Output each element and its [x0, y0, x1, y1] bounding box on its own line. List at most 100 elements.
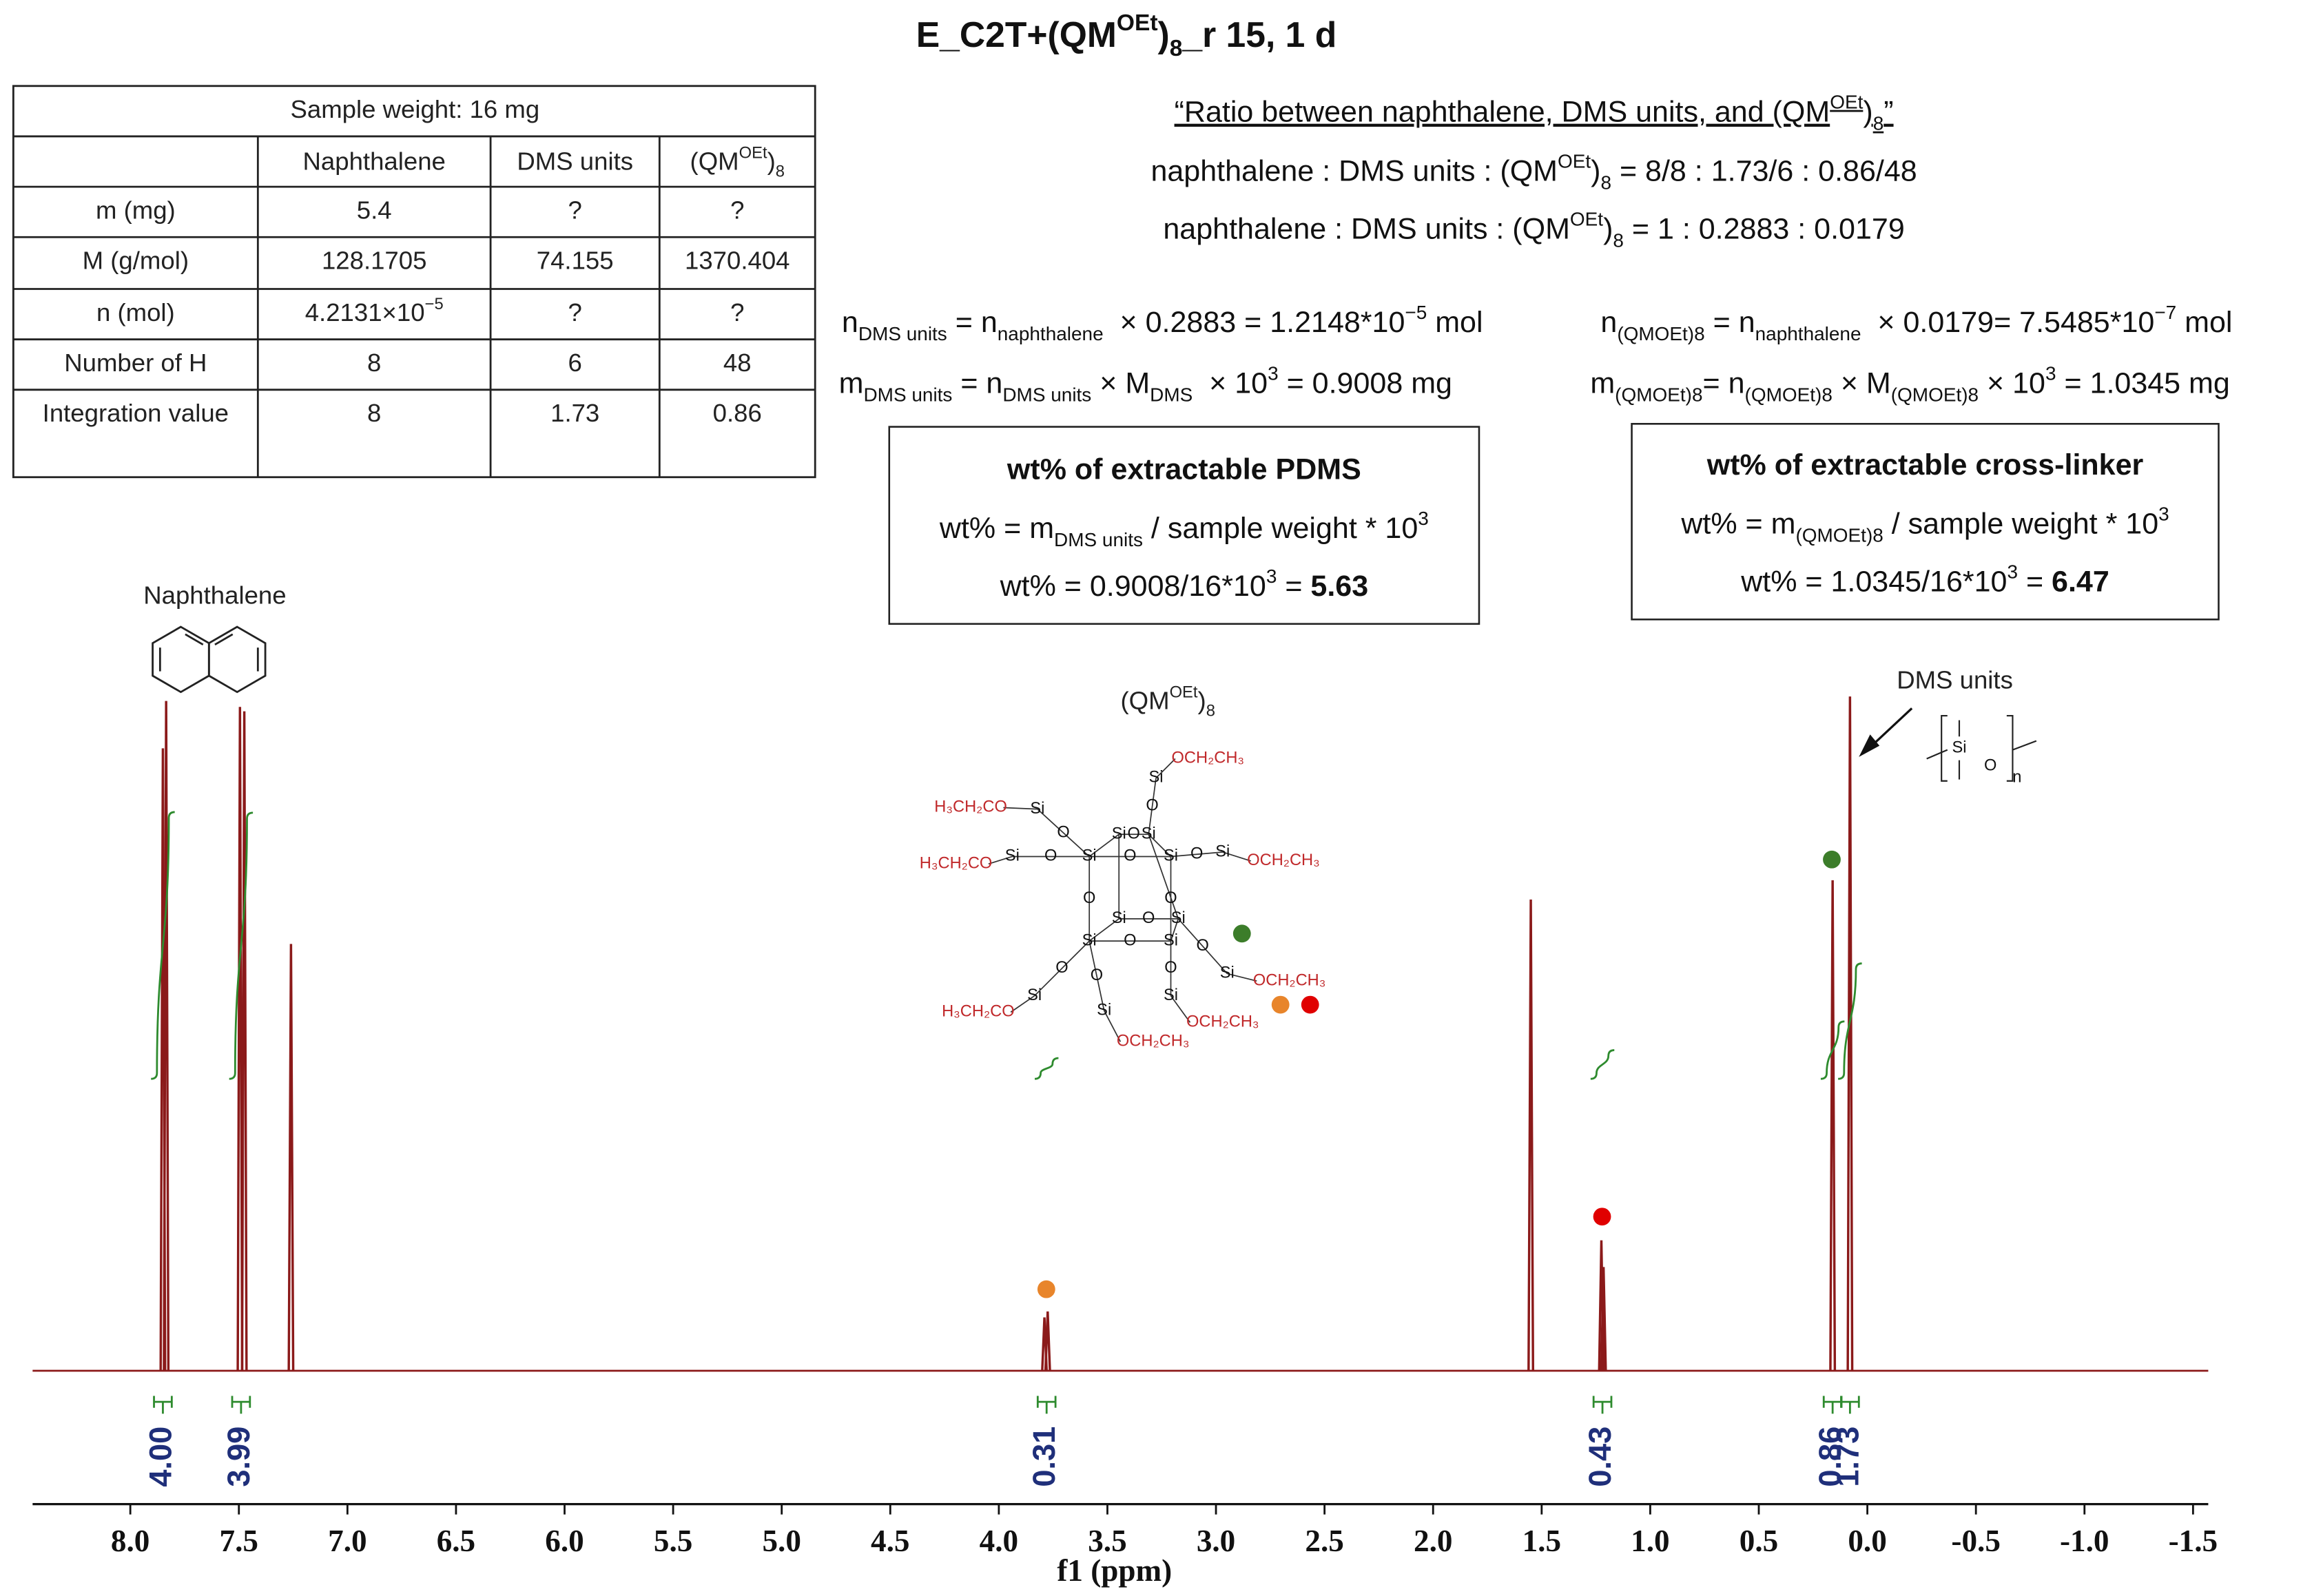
x-tick-label: 0.5	[1740, 1524, 1778, 1558]
text-run: “Ratio between naphthalene, DMS units, a…	[1175, 96, 1830, 129]
text-run: 4.2131×10	[305, 298, 425, 327]
integral-label: 0.31	[1026, 1427, 1062, 1487]
text-sub: 8	[1170, 36, 1183, 61]
x-tick-label: -1.0	[2060, 1524, 2109, 1558]
table-cell: 1.73	[550, 399, 599, 427]
peak	[287, 944, 295, 1371]
text-run: )	[1863, 96, 1872, 129]
text-run: wt% = 0.9008/16*10	[1000, 570, 1266, 603]
marker-ball	[1232, 924, 1251, 943]
text-run: (QM	[690, 147, 739, 175]
table-cell: ?	[730, 298, 744, 327]
integral-label: 0.43	[1582, 1427, 1618, 1487]
x-tick-label: 2.0	[1414, 1524, 1452, 1558]
table-cell: 128.1705	[322, 246, 427, 274]
bond	[1148, 833, 1179, 920]
annotation: Naphthalene	[143, 581, 286, 610]
text-run: wt% = 1.0345/16*10	[1740, 566, 2007, 599]
equation: nDMS units = nnaphthalene × 0.2883 = 1.2…	[842, 302, 1483, 344]
x-tick-label: 4.5	[871, 1524, 909, 1558]
table-cell: 0.86	[713, 399, 762, 427]
text-sup: OEt	[1830, 92, 1863, 113]
text-run: )	[1158, 14, 1170, 54]
integral-label: 1.73	[1830, 1427, 1865, 1487]
annotation: DMS units	[1897, 665, 2013, 694]
text-sup: 3	[2007, 561, 2018, 583]
atom-label: O	[1164, 959, 1177, 977]
x-tick-label: 6.0	[545, 1524, 584, 1558]
atom-label: Si	[1215, 842, 1230, 860]
table-cell: ?	[568, 196, 582, 224]
annotation: (QMOEt)8	[1120, 683, 1215, 721]
text-sup: −5	[1405, 302, 1427, 323]
table-border	[12, 85, 816, 479]
text-run: n	[1600, 307, 1617, 340]
text-run: = 1.0345 mg	[2056, 367, 2230, 400]
text-sup: 3	[1268, 362, 1279, 384]
atom-label: O	[1146, 797, 1158, 815]
atom-label: Si	[1097, 1001, 1111, 1019]
bond	[1037, 808, 1090, 858]
x-tick-label: -0.5	[1951, 1524, 2000, 1558]
atom-label: Si	[1112, 825, 1126, 842]
substituent: H₃CH₂CO	[920, 854, 993, 872]
text-sub: naphthalene	[998, 323, 1104, 344]
atom-label: Si	[1148, 769, 1163, 787]
box-title: wt% of extractable cross-linker	[1706, 448, 2144, 481]
text-b: 6.47	[2052, 566, 2109, 599]
text-sup: 3	[2158, 504, 2169, 525]
atom-label: O	[1984, 756, 1996, 774]
x-axis-label: f1 (ppm)	[1057, 1553, 1172, 1588]
atom-label: O	[1083, 889, 1095, 907]
table-cell: 1370.404	[685, 246, 790, 274]
marker-ball	[1301, 995, 1319, 1014]
text-run: =	[1277, 570, 1310, 603]
crosslinker-box	[1631, 423, 2220, 621]
equation: m(QMOEt)8= n(QMOEt)8 × M(QMOEt)8 × 103 =…	[1590, 362, 2230, 405]
marker-ball	[1593, 1208, 1611, 1226]
box-result: wt% = 0.9008/16*103 = 5.63	[1000, 566, 1369, 603]
equation: mDMS units = nDMS units × MDMS × 103 = 0…	[839, 362, 1452, 405]
text-sub: 8	[1206, 702, 1215, 721]
text-run: × 10	[1979, 367, 2045, 400]
substituent: OCH₂CH₃	[1117, 1033, 1190, 1050]
naphthalene-icon	[152, 625, 267, 694]
x-tick-label: 1.5	[1523, 1524, 1561, 1558]
text-run: m	[1590, 367, 1615, 400]
atom-label: Si	[1142, 825, 1156, 842]
integral-curve	[229, 811, 254, 1080]
text-run: E_C2T+(QM	[916, 14, 1117, 54]
peak	[236, 707, 244, 1371]
bond	[1003, 807, 1038, 810]
table-cell: ?	[568, 298, 582, 327]
atom-label: Si	[1030, 800, 1044, 818]
table-cell: 8	[367, 349, 381, 377]
text-run: / sample weight * 10	[1143, 512, 1418, 546]
x-tick-label: 1.0	[1631, 1524, 1669, 1558]
atom-label: Si	[1952, 739, 1966, 757]
bond	[1148, 778, 1157, 835]
peak	[240, 711, 248, 1371]
text-run: = n	[952, 367, 1002, 400]
atom-label: Si	[1082, 847, 1097, 865]
bond	[1088, 940, 1105, 1011]
text-sub: (QMOEt)8	[1617, 323, 1704, 344]
marker-ball	[1823, 850, 1841, 869]
text-run: _r 15, 1 d	[1181, 14, 1336, 54]
text-sub: DMS units	[863, 384, 952, 405]
pdms-box	[888, 426, 1480, 625]
x-tick-label: 6.5	[437, 1524, 475, 1558]
table-caption: Sample weight: 16 mg	[290, 95, 539, 123]
atom-label: O	[1164, 889, 1177, 907]
bond	[1170, 995, 1191, 1023]
bond	[1170, 851, 1223, 858]
atom-label: Si	[1164, 986, 1178, 1004]
dms-arrow	[1859, 707, 1913, 757]
qm-bonds	[988, 758, 1257, 1042]
text-sub: (QMOEt)8	[1891, 384, 1979, 405]
text-run: (QM	[1120, 686, 1169, 714]
text-run: × 0.2883 = 1.2148*10	[1104, 307, 1405, 340]
bond	[1227, 973, 1257, 982]
text-run: × M	[1091, 367, 1150, 400]
